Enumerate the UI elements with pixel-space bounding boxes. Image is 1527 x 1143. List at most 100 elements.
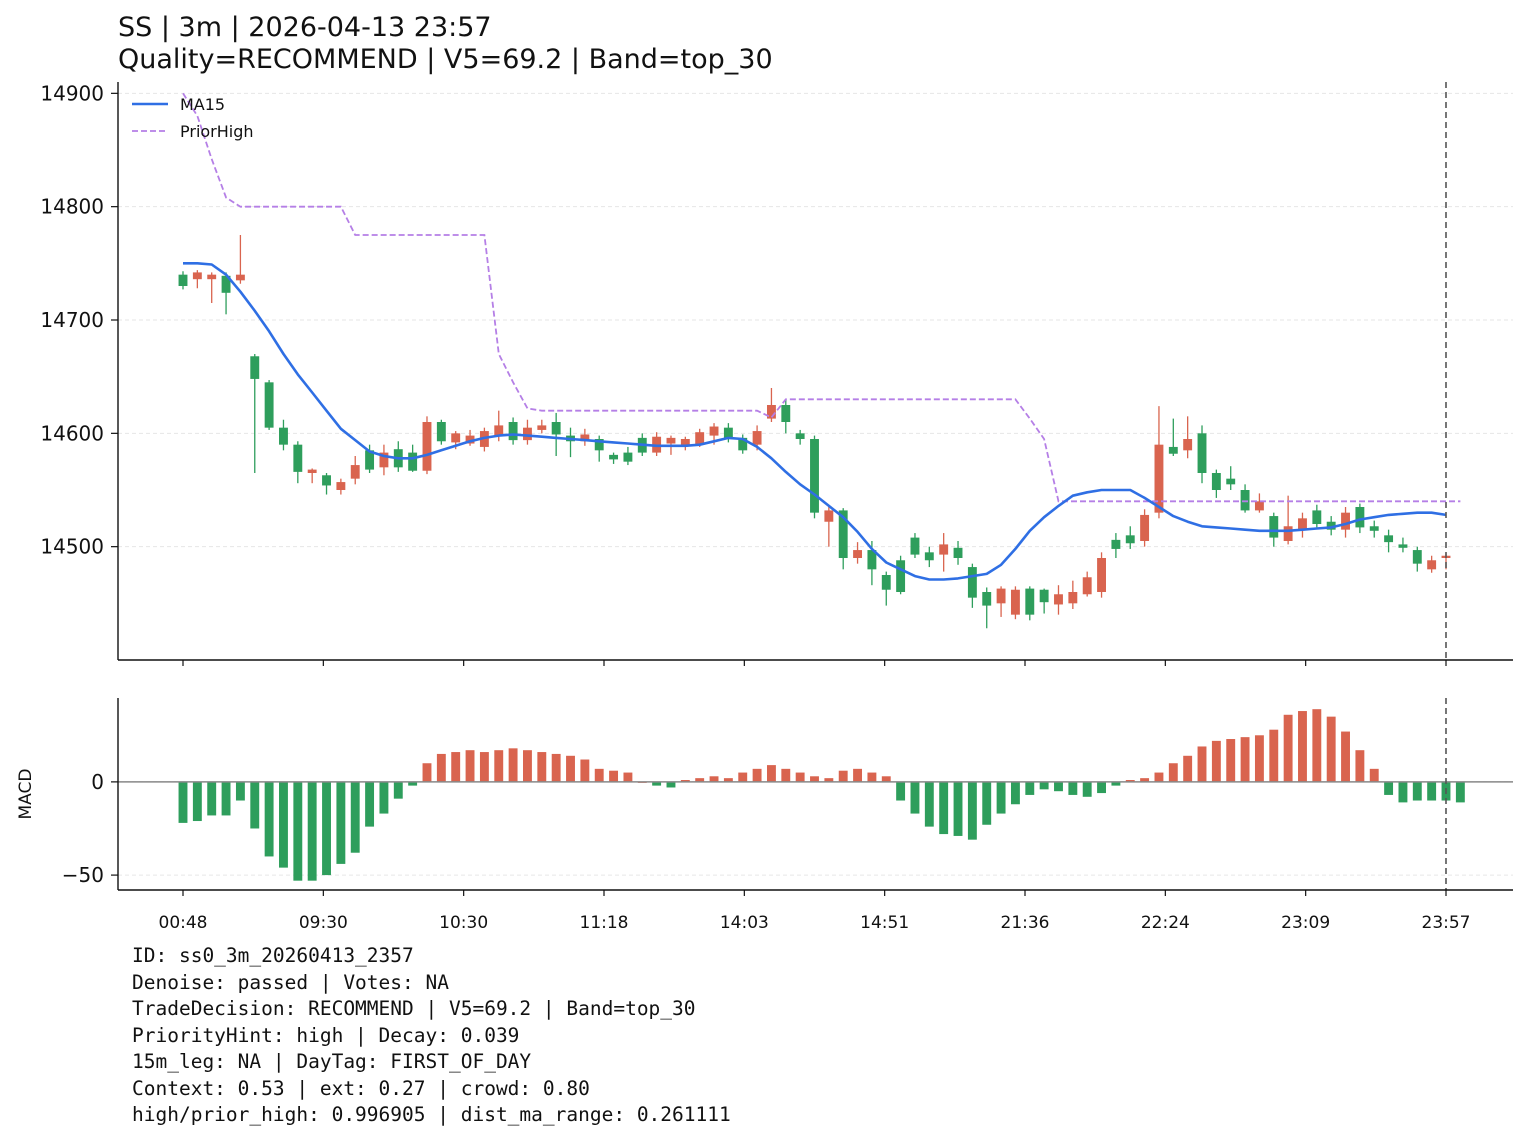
info-block: ID: ss0_3m_20260413_2357 Denoise: passed … [132, 943, 731, 1129]
macd-bar [379, 781, 389, 814]
candle [1312, 504, 1322, 528]
xtick-label: 14:51 [860, 913, 909, 933]
info-line: 15m_leg: NA | DayTag: FIRST_OF_DAY [132, 1050, 532, 1073]
price-ytick-label: 14900 [40, 81, 104, 105]
macd-bar [1168, 763, 1178, 782]
macd-bar [967, 781, 977, 840]
xtick-label: 09:30 [299, 913, 348, 933]
macd-bar [1197, 746, 1207, 782]
candle-body [465, 435, 475, 444]
candle-body [279, 427, 288, 445]
candle-body [1168, 446, 1178, 454]
candle [810, 435, 819, 519]
chart-subtitle: Quality=RECOMMEND | V5=69.2 | Band=top_3… [118, 44, 773, 75]
candle-body [781, 405, 791, 422]
macd-bar [666, 781, 676, 788]
candle [1140, 509, 1150, 547]
candle [996, 586, 1006, 617]
candle-body [1039, 589, 1049, 603]
candle [1125, 526, 1135, 549]
candle [680, 436, 690, 451]
macd-bar [953, 781, 963, 836]
candle-body [178, 274, 188, 286]
price-panel: 14500 14600 14700 14800 14900 [40, 81, 1513, 661]
candle-body [1341, 512, 1350, 530]
macd-bar [1211, 740, 1221, 782]
candle [465, 429, 475, 446]
candle [623, 446, 633, 466]
macd-bar [781, 768, 791, 782]
candle-body [594, 439, 604, 451]
macd-bar [1455, 781, 1465, 803]
candle-body [1154, 444, 1164, 513]
macd-bar [766, 765, 776, 782]
candle [1384, 529, 1394, 553]
candle-body [1211, 473, 1221, 490]
candle-body [1326, 521, 1336, 530]
macd-bar [1154, 772, 1164, 782]
candle [1240, 484, 1250, 513]
macd-bar [1427, 781, 1437, 801]
macd-bar [293, 781, 303, 881]
candle-body [1183, 439, 1193, 451]
macd-bar [537, 752, 547, 782]
xtick-label: 00:48 [159, 913, 208, 933]
macd-bar [1125, 780, 1135, 782]
candle [307, 468, 317, 484]
candle [322, 473, 331, 495]
candle-body [1254, 501, 1264, 511]
candle [910, 533, 920, 558]
legend-label: PriorHigh [180, 122, 254, 141]
candle-body [953, 547, 963, 558]
macd-bar [1369, 768, 1379, 782]
macd-bar [279, 781, 288, 868]
candle [379, 444, 389, 476]
candle [1369, 520, 1379, 538]
candle-body [264, 382, 274, 428]
candle [853, 542, 863, 564]
macd-bar [738, 772, 748, 782]
candle-body [207, 274, 217, 280]
candle-body [795, 433, 805, 439]
candle-body [1226, 478, 1236, 485]
candle-body [422, 422, 432, 471]
candle [264, 380, 274, 430]
candle [795, 429, 805, 445]
candle [738, 434, 748, 454]
macd-bar [752, 768, 762, 782]
macd-bar [838, 770, 848, 782]
prior-high-line [182, 92, 1461, 503]
macd-bar [853, 768, 863, 782]
price-ytick-label: 14800 [40, 195, 104, 219]
macd-bar [652, 781, 662, 786]
x-axis: 00:48 09:30 10:30 11:18 14:03 14:51 21:36 22:24… [159, 660, 1471, 933]
candle [192, 270, 202, 289]
macd-bar [1226, 739, 1236, 782]
candle [881, 571, 891, 606]
macd-bar [1355, 750, 1365, 782]
macd-bar [1412, 781, 1422, 801]
macd-bar [810, 776, 819, 782]
macd-bar [1082, 781, 1092, 797]
ma15-line [183, 261, 1447, 581]
candle [1254, 493, 1264, 513]
candle-body [738, 437, 748, 451]
chart-title: SS | 3m | 2026-04-13 23:57 [118, 12, 492, 43]
candle-body [350, 465, 360, 479]
candle [178, 271, 188, 290]
candle-body [451, 433, 461, 443]
candle-body [766, 405, 776, 419]
macd-bar [322, 781, 331, 876]
macd-bar [250, 781, 260, 829]
candle-body [1283, 526, 1293, 541]
candle [235, 235, 245, 284]
macd-bar [508, 748, 518, 782]
candle-body [723, 427, 733, 438]
candle-body [1054, 594, 1063, 605]
candle [982, 587, 992, 629]
xtick-label: 21:36 [1001, 913, 1050, 933]
macd-bar [1183, 755, 1193, 782]
price-ytick-label: 14600 [40, 421, 104, 445]
candle-body [250, 356, 260, 379]
